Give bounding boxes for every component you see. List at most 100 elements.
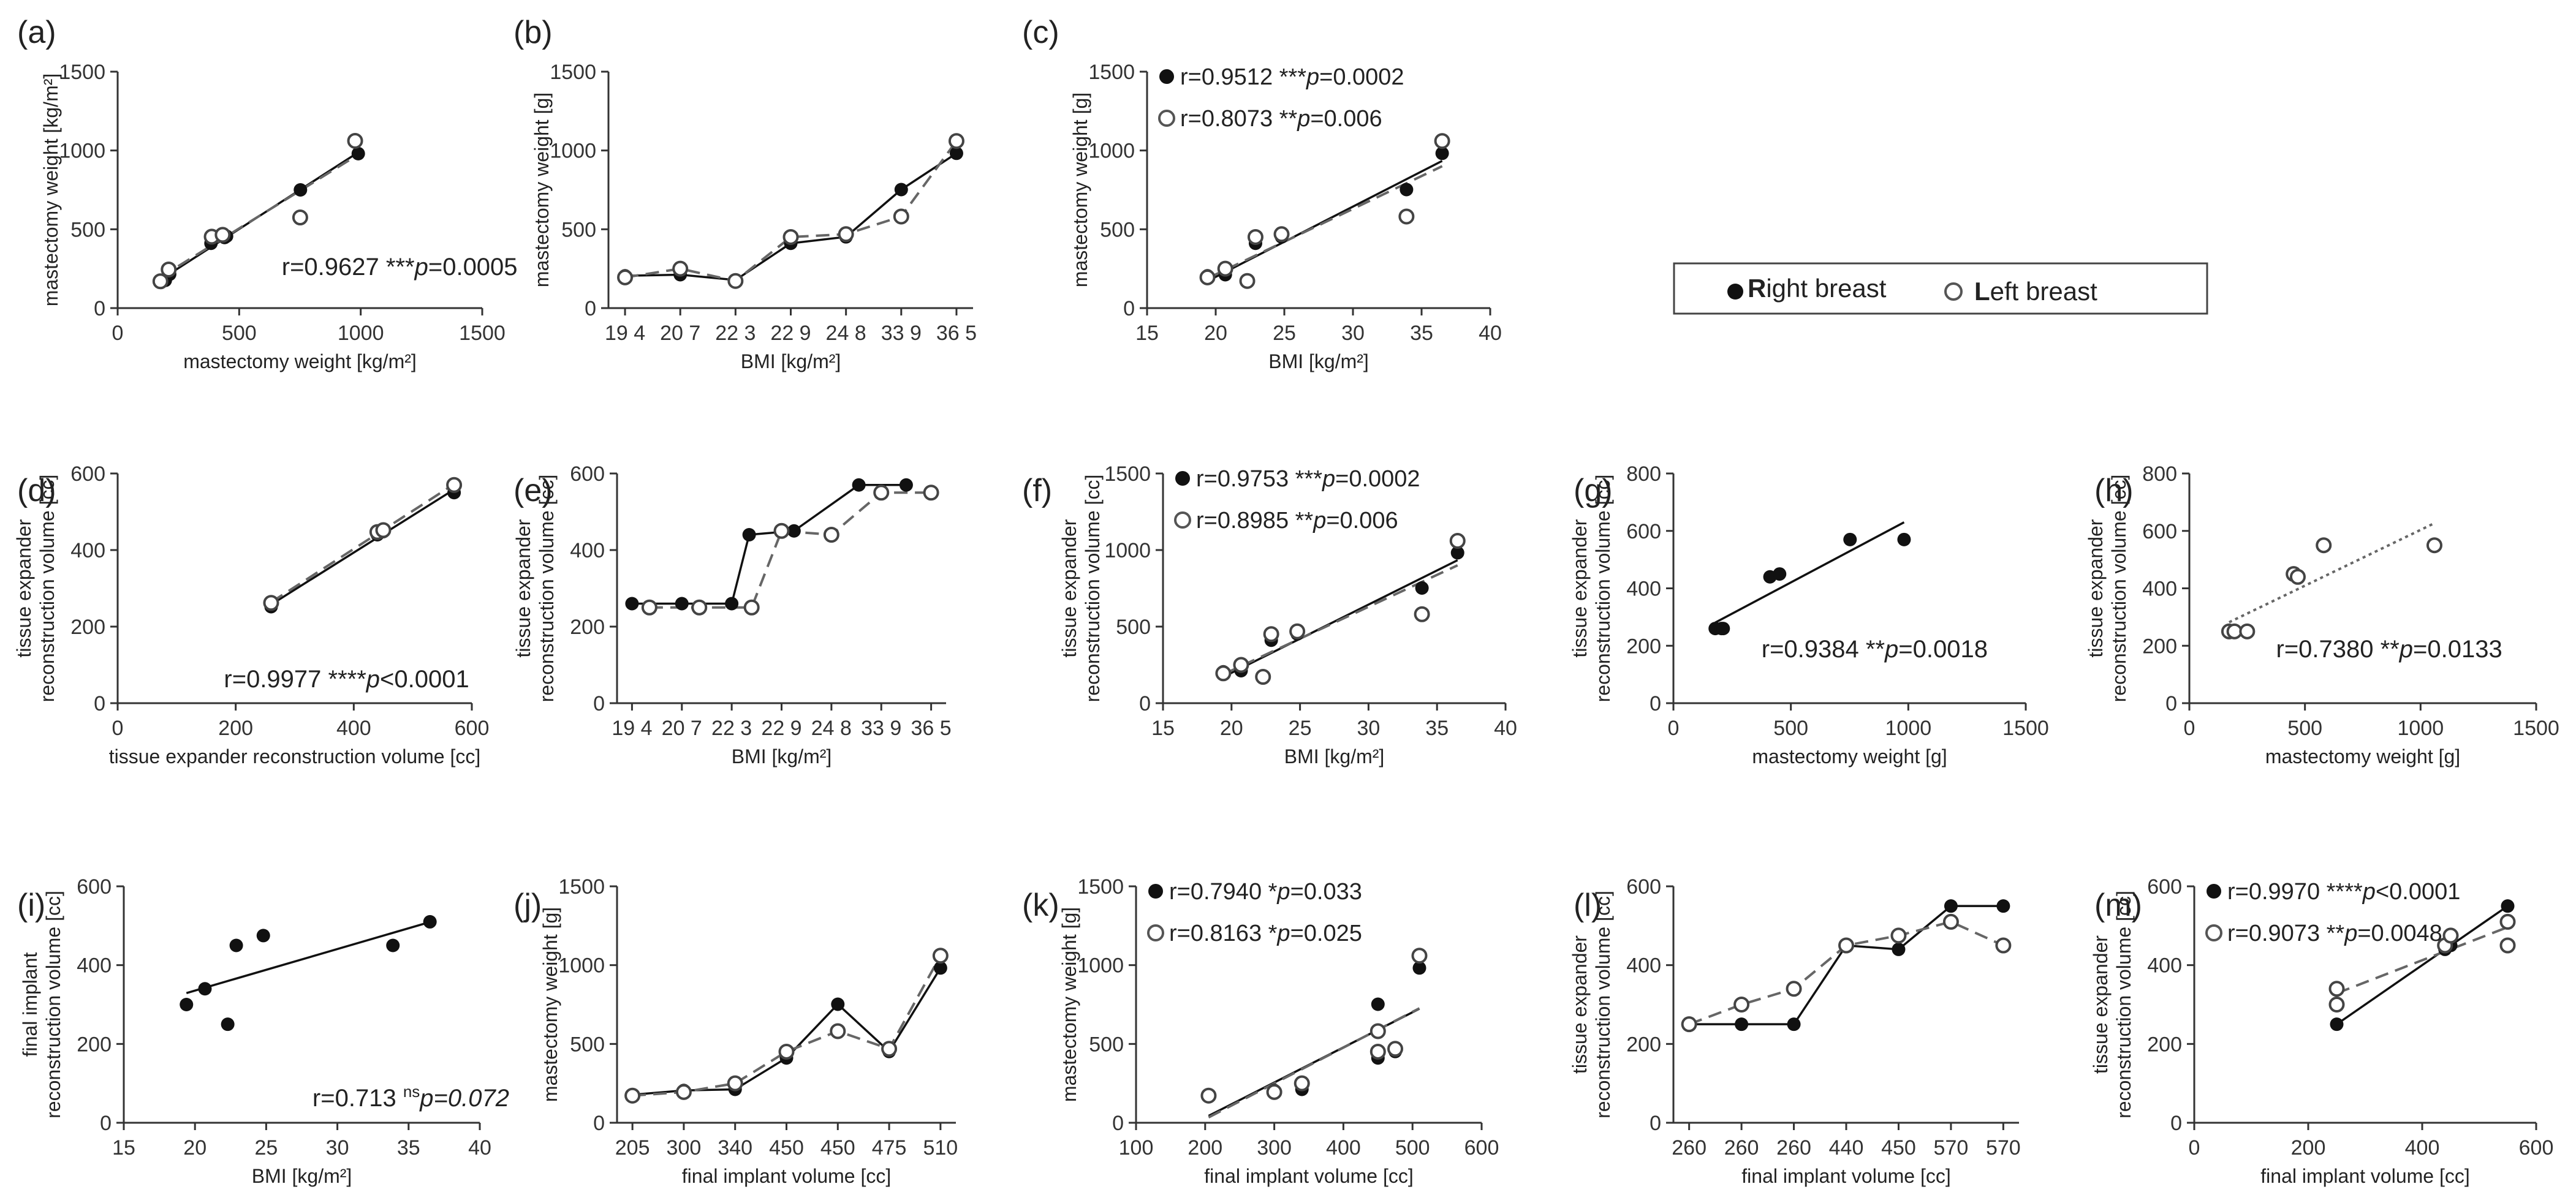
stat-h-0-p: p [2399, 636, 2413, 663]
point-k-1-6 [1411, 948, 1428, 964]
x-tick-label-i-1: 20 [183, 1136, 206, 1160]
x-tick-label-i-5: 40 [468, 1136, 491, 1160]
legend-entry-k-1-p: p [1276, 921, 1290, 946]
x-tick-label-h-2: 1000 [2398, 717, 2444, 740]
point-m-0-3 [2501, 899, 2515, 913]
point-l-1-3 [1838, 937, 1854, 954]
point-d-1-3 [446, 477, 463, 493]
legend-left-text: Left breast [1974, 277, 2097, 306]
legend-marker-c-1 [1158, 110, 1175, 127]
point-b-1-1 [672, 260, 689, 277]
fit-line-d-1 [270, 483, 455, 603]
stat-a-0-r: r=0.9627 *** [282, 254, 415, 281]
y-tick-label-i-2: 400 [77, 954, 112, 978]
point-b-1-5 [893, 208, 909, 225]
x-tick-label-d-3: 600 [455, 717, 490, 740]
x-tick-label-m-1: 200 [2291, 1136, 2326, 1160]
x-tick-label-f-1: 20 [1220, 717, 1243, 740]
x-tick-label-f-3: 30 [1357, 717, 1380, 740]
legend-entry-c-1: r=0.8073 **p=0.006 [1180, 106, 1382, 132]
point-e-1-5 [873, 485, 890, 501]
y-tick-label-e-3: 600 [570, 462, 605, 486]
fit-line-g-0 [1714, 521, 1905, 624]
point-m-1-3 [2442, 927, 2459, 944]
x-tick-label-b-3: 22 9 [770, 322, 811, 345]
y-axis-title-k-0: mastectomy weight [g] [1058, 907, 1080, 1102]
x-tick-label-i-4: 35 [397, 1136, 420, 1160]
x-tick-label-d-1: 200 [218, 717, 253, 740]
point-k-1-4 [1369, 1023, 1386, 1039]
legend-marker-f-0 [1175, 471, 1190, 486]
legend-entry-k-1-tail: =0.025 [1290, 921, 1362, 946]
y-axis-title-e-1: reconstruction volume [cc] [536, 475, 558, 703]
y-tick-label-i-1: 200 [77, 1033, 112, 1056]
x-tick-label-l-0: 260 [1672, 1136, 1707, 1160]
legend-entry-c-1-p: p [1297, 106, 1310, 132]
point-j-1-2 [727, 1075, 743, 1092]
legend-filled-marker [1727, 284, 1743, 300]
point-l-1-6 [1995, 937, 2012, 954]
legend-entry-c-1-r: r=0.8073 ** [1180, 106, 1297, 132]
stat-i-0-p: p [419, 1085, 433, 1112]
x-tick-label-b-6: 36 5 [936, 322, 977, 345]
series-line-j-0 [632, 967, 942, 1096]
point-i-0-6 [423, 915, 437, 929]
legend-entry-m-1-tail: =0.0048 [2357, 921, 2442, 946]
y-tick-label-k-3: 1500 [1077, 875, 1124, 899]
y-tick-label-d-2: 400 [70, 539, 105, 562]
x-tick-label-e-5: 33 9 [861, 717, 901, 740]
point-b-1-2 [727, 273, 744, 289]
point-m-1-4 [2499, 913, 2516, 930]
panel-f: (f) 0 500 1000 1500 15 20 25 30 35 40 BMI [kg/m²] ti… [1022, 462, 1517, 767]
x-tick-label-h-0: 0 [2184, 717, 2195, 740]
panel-label-d: (d) [17, 473, 56, 508]
panel-j: (j) 0 500 1000 1500 205 300 340 450 450 475 510 fina… [513, 875, 958, 1187]
x-tick-label-i-2: 25 [254, 1136, 278, 1160]
point-c-1-0 [1199, 269, 1216, 285]
x-tick-label-m-0: 0 [2189, 1136, 2200, 1160]
x-axis-title-l: final implant volume [cc] [1741, 1165, 1950, 1187]
panel-c: (c) 0 500 1000 1500 15 20 25 30 35 40 BMI [kg/m²] ma… [1022, 15, 1502, 372]
x-tick-label-a-0: 0 [112, 322, 124, 345]
y-axis-title-e-0: tissue expander [512, 519, 534, 657]
panel-k: (k) 0 500 1000 1500 100 200 300 400 500 600 final i… [1022, 875, 1499, 1187]
point-h-0-5 [2316, 537, 2332, 554]
legend-entry-f-0-tail: =0.0002 [1335, 466, 1420, 492]
legend-marker-k-1 [1147, 924, 1164, 941]
x-tick-label-a-3: 1500 [459, 322, 506, 345]
y-tick-label-f-3: 1500 [1104, 462, 1151, 486]
legend-entry-k-0: r=0.7940 *p=0.033 [1169, 879, 1362, 905]
y-tick-label-a-0: 0 [94, 297, 105, 320]
y-axis-title-b-0: mastectomy weight [g] [531, 92, 553, 287]
point-j-1-3 [778, 1043, 795, 1060]
point-m-1-5 [2499, 937, 2516, 954]
y-tick-label-j-1: 500 [570, 1033, 605, 1056]
stat-i-0-r: r=0.713 [313, 1085, 403, 1112]
y-tick-label-k-1: 500 [1089, 1033, 1124, 1056]
panel-m: (m) 0 200 400 600 0 200 400 600 final implant vol… [2089, 875, 2553, 1187]
x-tick-label-c-1: 20 [1204, 322, 1227, 345]
x-tick-label-c-3: 30 [1341, 322, 1365, 345]
y-tick-label-l-0: 0 [1650, 1112, 1661, 1135]
y-axis-title-d-0: tissue expander [13, 519, 35, 657]
y-tick-label-a-2: 1000 [59, 140, 105, 163]
fit-line-k-0 [1208, 1008, 1420, 1117]
point-f-1-1 [1233, 657, 1249, 673]
x-tick-label-f-4: 35 [1425, 717, 1449, 740]
point-k-0-4 [1371, 997, 1385, 1011]
y-axis-title-f-1: reconstruction volume [cc] [1082, 475, 1104, 703]
y-tick-label-m-1: 200 [2147, 1033, 2182, 1056]
x-tick-label-g-1: 500 [1773, 717, 1808, 740]
x-axis-title-k: final implant volume [cc] [1204, 1165, 1413, 1187]
point-f-0-5 [1415, 581, 1429, 595]
point-e-1-3 [773, 522, 790, 539]
x-tick-label-l-5: 570 [1934, 1136, 1969, 1160]
x-axis-title-i: BMI [kg/m²] [252, 1165, 352, 1187]
point-a-1-4 [292, 209, 308, 226]
stat-i-0-sup: ns [403, 1082, 420, 1101]
x-tick-label-f-2: 25 [1289, 717, 1312, 740]
x-tick-label-k-1: 200 [1188, 1136, 1222, 1160]
stat-h-0-r: r=0.7380 ** [2276, 636, 2400, 663]
point-k-1-0 [1200, 1087, 1217, 1104]
